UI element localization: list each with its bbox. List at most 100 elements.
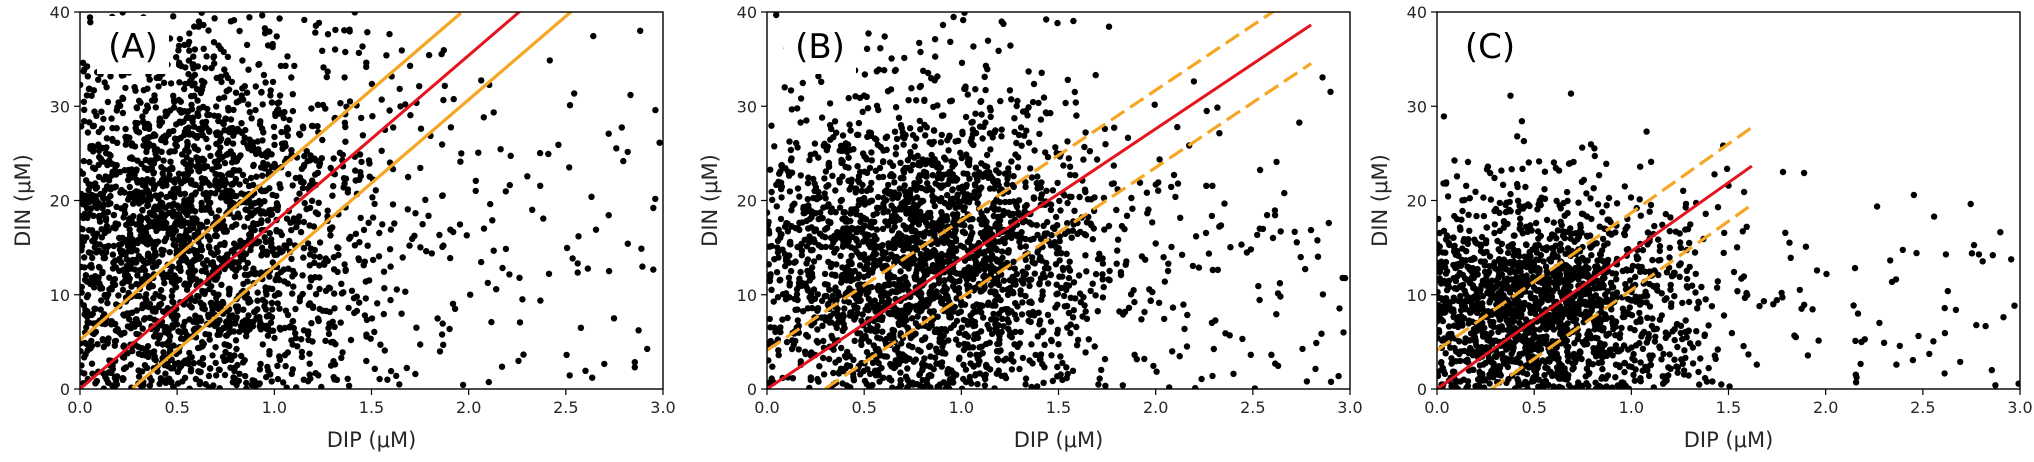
scatter-point [174,202,181,209]
scatter-point [834,305,841,313]
scatter-point [81,254,88,261]
scatter-point [973,308,980,315]
scatter-point [656,139,663,146]
scatter-point [1013,203,1021,210]
scatter-point [109,124,116,132]
scatter-point [787,241,794,248]
scatter-point [315,316,322,323]
scatter-point [1061,230,1069,238]
scatter-point [276,181,283,188]
scatter-point [109,251,117,258]
scatter-point [178,62,185,70]
scatter-point [822,243,829,251]
scatter-point [1336,305,1343,312]
scatter-point [191,297,199,305]
scatter-point [1012,300,1019,307]
scatter-point [994,274,1001,282]
scatter-point [176,364,183,371]
scatter-point [1152,181,1160,188]
scatter-point [85,186,92,194]
scatter-point [850,356,857,363]
scatter-point [241,223,248,230]
scatter-point [891,212,898,220]
scatter-point [1029,254,1036,261]
scatter-point [134,272,141,279]
scatter-point [860,367,867,375]
scatter-point [275,99,283,106]
scatter-point [797,119,804,126]
scatter-point [871,233,878,240]
scatter-point [351,242,359,249]
scatter-point [327,232,334,239]
scatter-point [217,144,224,151]
scatter-point [320,64,327,71]
scatter-point [931,36,939,43]
scatter-point [1015,209,1022,216]
scatter-point [855,197,863,204]
scatter-point [215,207,223,214]
scatter-point [948,275,955,282]
scatter-point [774,249,782,256]
scatter-point [563,244,571,252]
scatter-point [1008,351,1015,358]
scatter-point [88,342,96,350]
scatter-point [618,124,625,131]
scatter-point [176,79,183,86]
scatter-point [1066,163,1074,170]
scatter-point [181,190,189,197]
scatter-point [132,119,139,127]
scatter-point [1072,172,1079,179]
scatter-point [239,171,247,179]
scatter-point [267,92,274,99]
scatter-point [506,181,513,189]
scatter-point [841,215,848,223]
scatter-point [321,261,328,268]
scatter-point [86,319,93,326]
scatter-point [381,285,388,292]
scatter-point [356,176,363,183]
scatter-point [193,154,200,161]
scatter-point [1319,291,1327,298]
scatter-point [139,113,146,120]
scatter-point [1082,349,1089,356]
scatter-point [917,82,925,90]
scatter-point [936,335,943,342]
scatter-point [952,237,960,245]
scatter-point [954,191,961,198]
scatter-point [502,188,509,195]
scatter-point [1069,314,1077,321]
scatter-point [1111,124,1118,131]
scatter-point [924,222,931,230]
scatter-point [264,363,271,371]
scatter-point [369,194,376,201]
scatter-point [1177,214,1184,221]
scatter-point [225,150,232,157]
scatter-point [187,167,195,175]
scatter-point [174,380,182,387]
scatter-point [855,201,862,208]
scatter-point [1061,303,1069,310]
scatter-point [206,244,213,251]
scatter-point [167,347,174,354]
scatter-point [157,332,164,339]
scatter-point [861,265,868,273]
scatter-point [1044,280,1052,287]
scatter-point [777,328,784,336]
scatter-point [153,262,160,269]
scatter-point [870,342,877,349]
scatter-point [230,374,237,381]
scatter-point [784,228,792,235]
scatter-point [299,184,307,192]
scatter-point [367,335,374,342]
scatter-point [850,377,858,384]
scatter-point [806,277,813,284]
scatter-point [1049,187,1057,194]
scatter-point [1327,378,1335,385]
scatter-point [898,340,905,347]
scatter-point [1239,335,1246,343]
scatter-point [905,265,912,272]
scatter-point [782,262,789,270]
scatter-point [847,127,854,134]
scatter-point [316,262,323,269]
